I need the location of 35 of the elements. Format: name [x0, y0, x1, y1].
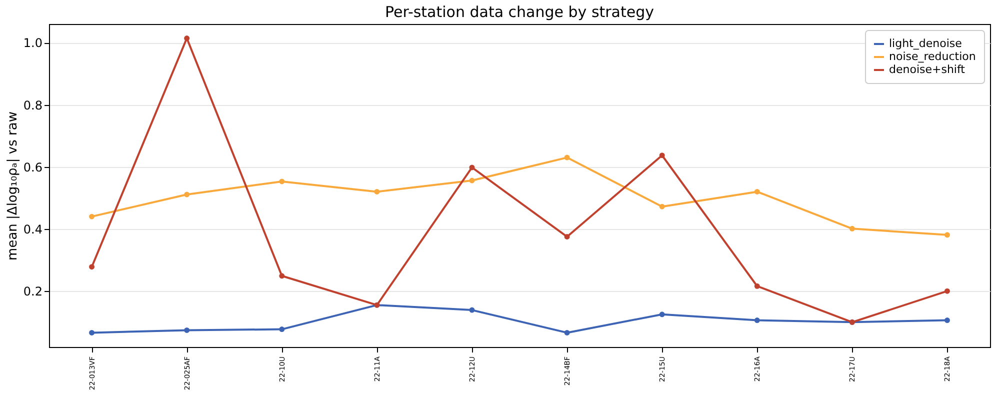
legend-label: denoise+shift: [889, 63, 966, 76]
point: [184, 192, 190, 198]
point: [849, 226, 855, 232]
point: [469, 178, 475, 184]
point: [944, 232, 950, 238]
y-tick-label: 0.2: [23, 284, 42, 299]
point: [279, 178, 285, 184]
point: [754, 283, 760, 289]
point: [754, 318, 760, 324]
y-tick-label: 0.8: [23, 98, 42, 112]
y-tick-label: 0.6: [23, 160, 42, 174]
point: [469, 164, 475, 170]
point: [564, 234, 570, 240]
point: [469, 307, 475, 313]
legend-label: noise_reduction: [889, 50, 976, 63]
point: [89, 330, 95, 336]
chart-title: Per-station data change by strategy: [384, 3, 654, 21]
point: [754, 188, 760, 194]
point: [89, 214, 95, 220]
point: [659, 204, 665, 210]
point: [564, 330, 570, 336]
point: [944, 288, 950, 294]
point: [89, 264, 95, 270]
y-tick-label: 1.0: [23, 36, 42, 50]
point: [374, 188, 380, 194]
point: [659, 312, 665, 318]
point: [564, 154, 570, 160]
point: [279, 273, 285, 279]
legend-label: light_denoise: [889, 37, 962, 50]
y-axis-title: mean |Δlog₁₀ρₐ| vs raw: [5, 111, 20, 260]
point: [944, 318, 950, 324]
point: [279, 326, 285, 332]
point: [659, 152, 665, 158]
y-tick-label: 0.4: [23, 222, 42, 236]
point: [184, 327, 190, 333]
